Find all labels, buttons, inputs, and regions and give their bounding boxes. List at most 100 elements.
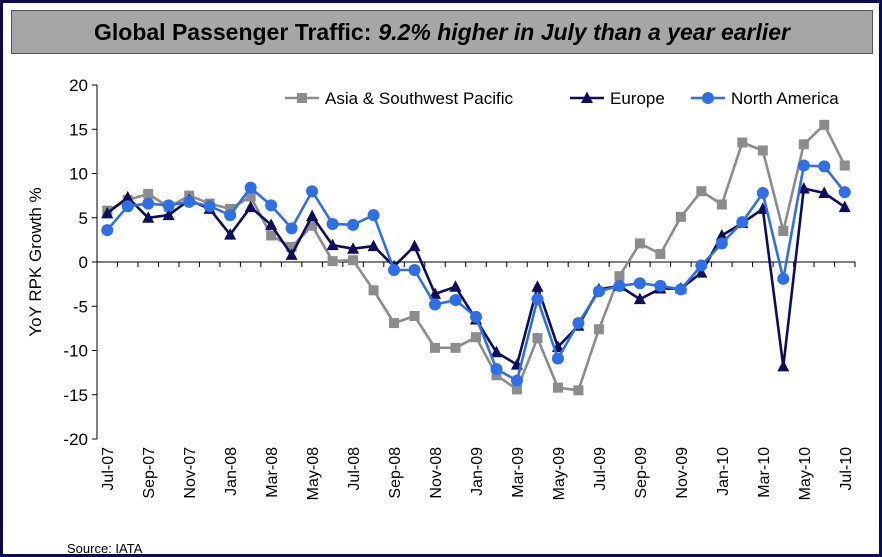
y-tick-label: 10 [69, 165, 88, 184]
data-point-asia [819, 119, 830, 130]
data-point-north-america [572, 317, 585, 330]
data-point-asia [409, 310, 420, 321]
data-point-europe [367, 239, 380, 252]
legend-label-north-america: North America [731, 89, 839, 108]
y-tick-label: -5 [73, 297, 88, 316]
data-point-north-america [470, 310, 482, 323]
data-point-europe [101, 206, 114, 219]
data-point-asia [532, 333, 543, 344]
x-tick-label: May-09 [551, 447, 568, 500]
data-point-europe [285, 248, 298, 260]
data-point-europe [818, 186, 831, 198]
x-tick-label: Jan-09 [469, 447, 486, 496]
data-point-europe [162, 208, 175, 221]
data-point-north-america [756, 186, 769, 199]
data-point-asia [307, 220, 318, 231]
data-point-asia [327, 256, 338, 267]
data-point-north-america [408, 263, 421, 276]
data-point-europe [306, 209, 319, 221]
data-point-asia [634, 238, 645, 249]
x-tick-label: Sep-08 [387, 447, 404, 499]
data-point-europe [142, 211, 155, 223]
x-tick-label: Jan-08 [223, 447, 240, 496]
x-tick-label: May-08 [305, 447, 322, 500]
series-north-america [101, 159, 851, 387]
data-point-asia [614, 271, 625, 282]
data-point-north-america [818, 160, 831, 173]
data-point-europe [224, 228, 237, 240]
data-point-asia [737, 137, 748, 148]
y-tick-label: -10 [63, 342, 88, 361]
data-point-north-america [736, 216, 749, 229]
data-point-north-america [695, 259, 708, 272]
line-chart: 20 15 10 5 0 -5 -10 -15 -20 Jul-07 Sep-07 Nov-07 Jan… [26, 76, 856, 500]
data-point-asia [839, 160, 850, 171]
series-line-north-america [106, 164, 846, 382]
data-point-north-america [306, 185, 319, 198]
data-point-asia [696, 186, 707, 197]
data-point-europe [531, 280, 544, 292]
data-point-europe [244, 200, 257, 213]
data-point-europe [490, 345, 503, 358]
y-tick-label: 0 [79, 253, 88, 272]
legend: Asia & Southwest Pacific Europe North Amer… [285, 89, 839, 108]
series-asia [102, 119, 850, 396]
data-point-north-america [367, 209, 380, 222]
data-point-asia [471, 332, 481, 343]
legend-marker-north-america [702, 92, 714, 104]
data-point-europe [265, 218, 278, 230]
data-point-asia [348, 255, 359, 266]
data-point-north-america [142, 197, 155, 210]
x-tick-label: Nov-07 [182, 447, 199, 499]
x-tick-label: Jan-10 [715, 447, 732, 496]
x-tick-label: Jul-07 [100, 447, 117, 491]
chart-title: Global Passenger Traffic: [94, 18, 372, 45]
x-tick-label: Mar-09 [510, 447, 527, 498]
data-point-asia [430, 342, 441, 353]
legend-item-asia: Asia & Southwest Pacific [285, 89, 514, 108]
data-point-north-america [244, 181, 257, 194]
data-point-north-america [121, 200, 134, 213]
data-point-north-america [592, 285, 605, 298]
data-point-asia [716, 199, 727, 210]
data-point-europe [121, 190, 134, 203]
legend-label-europe: Europe [610, 89, 665, 108]
x-tick-label: Sep-09 [633, 447, 650, 499]
data-point-asia [778, 226, 789, 237]
data-point-asia [245, 191, 256, 202]
data-point-north-america [674, 283, 687, 296]
data-point-north-america [183, 195, 196, 208]
data-point-asia [511, 384, 522, 395]
data-point-north-america [777, 272, 790, 285]
legend-item-north-america: North America [691, 89, 839, 108]
data-point-asia [450, 342, 461, 353]
x-tick-label: Mar-10 [756, 447, 773, 498]
data-point-asia [573, 385, 584, 396]
x-tick-label: Jul-09 [592, 447, 609, 491]
data-point-north-america [797, 159, 810, 172]
data-point-north-america [224, 209, 237, 222]
x-tick-label: Sep-07 [141, 447, 158, 499]
data-point-north-america [203, 200, 216, 213]
y-tick-label: -15 [63, 386, 88, 405]
y-axis-title: YoY RPK Growth % [26, 187, 45, 336]
legend-label-asia: Asia & Southwest Pacific [325, 89, 514, 108]
data-point-north-america [429, 298, 442, 311]
data-point-north-america [101, 224, 114, 237]
x-tick-label: Nov-08 [428, 447, 445, 499]
data-point-europe [449, 280, 462, 292]
data-point-north-america [510, 374, 523, 387]
data-point-asia [266, 230, 277, 241]
data-point-asia [675, 211, 686, 222]
legend-item-europe: Europe [570, 89, 665, 108]
data-point-north-america [449, 294, 462, 307]
data-point-north-america [388, 263, 401, 276]
data-point-europe [838, 200, 851, 213]
data-point-north-america [265, 199, 278, 212]
legend-marker-europe [581, 91, 593, 103]
data-point-asia [552, 382, 563, 393]
y-tick-label: 5 [79, 209, 88, 228]
x-tick-label: Jul-08 [346, 447, 363, 491]
chart-title-bar: Global Passenger Traffic: 9.2% higher in… [11, 10, 873, 54]
